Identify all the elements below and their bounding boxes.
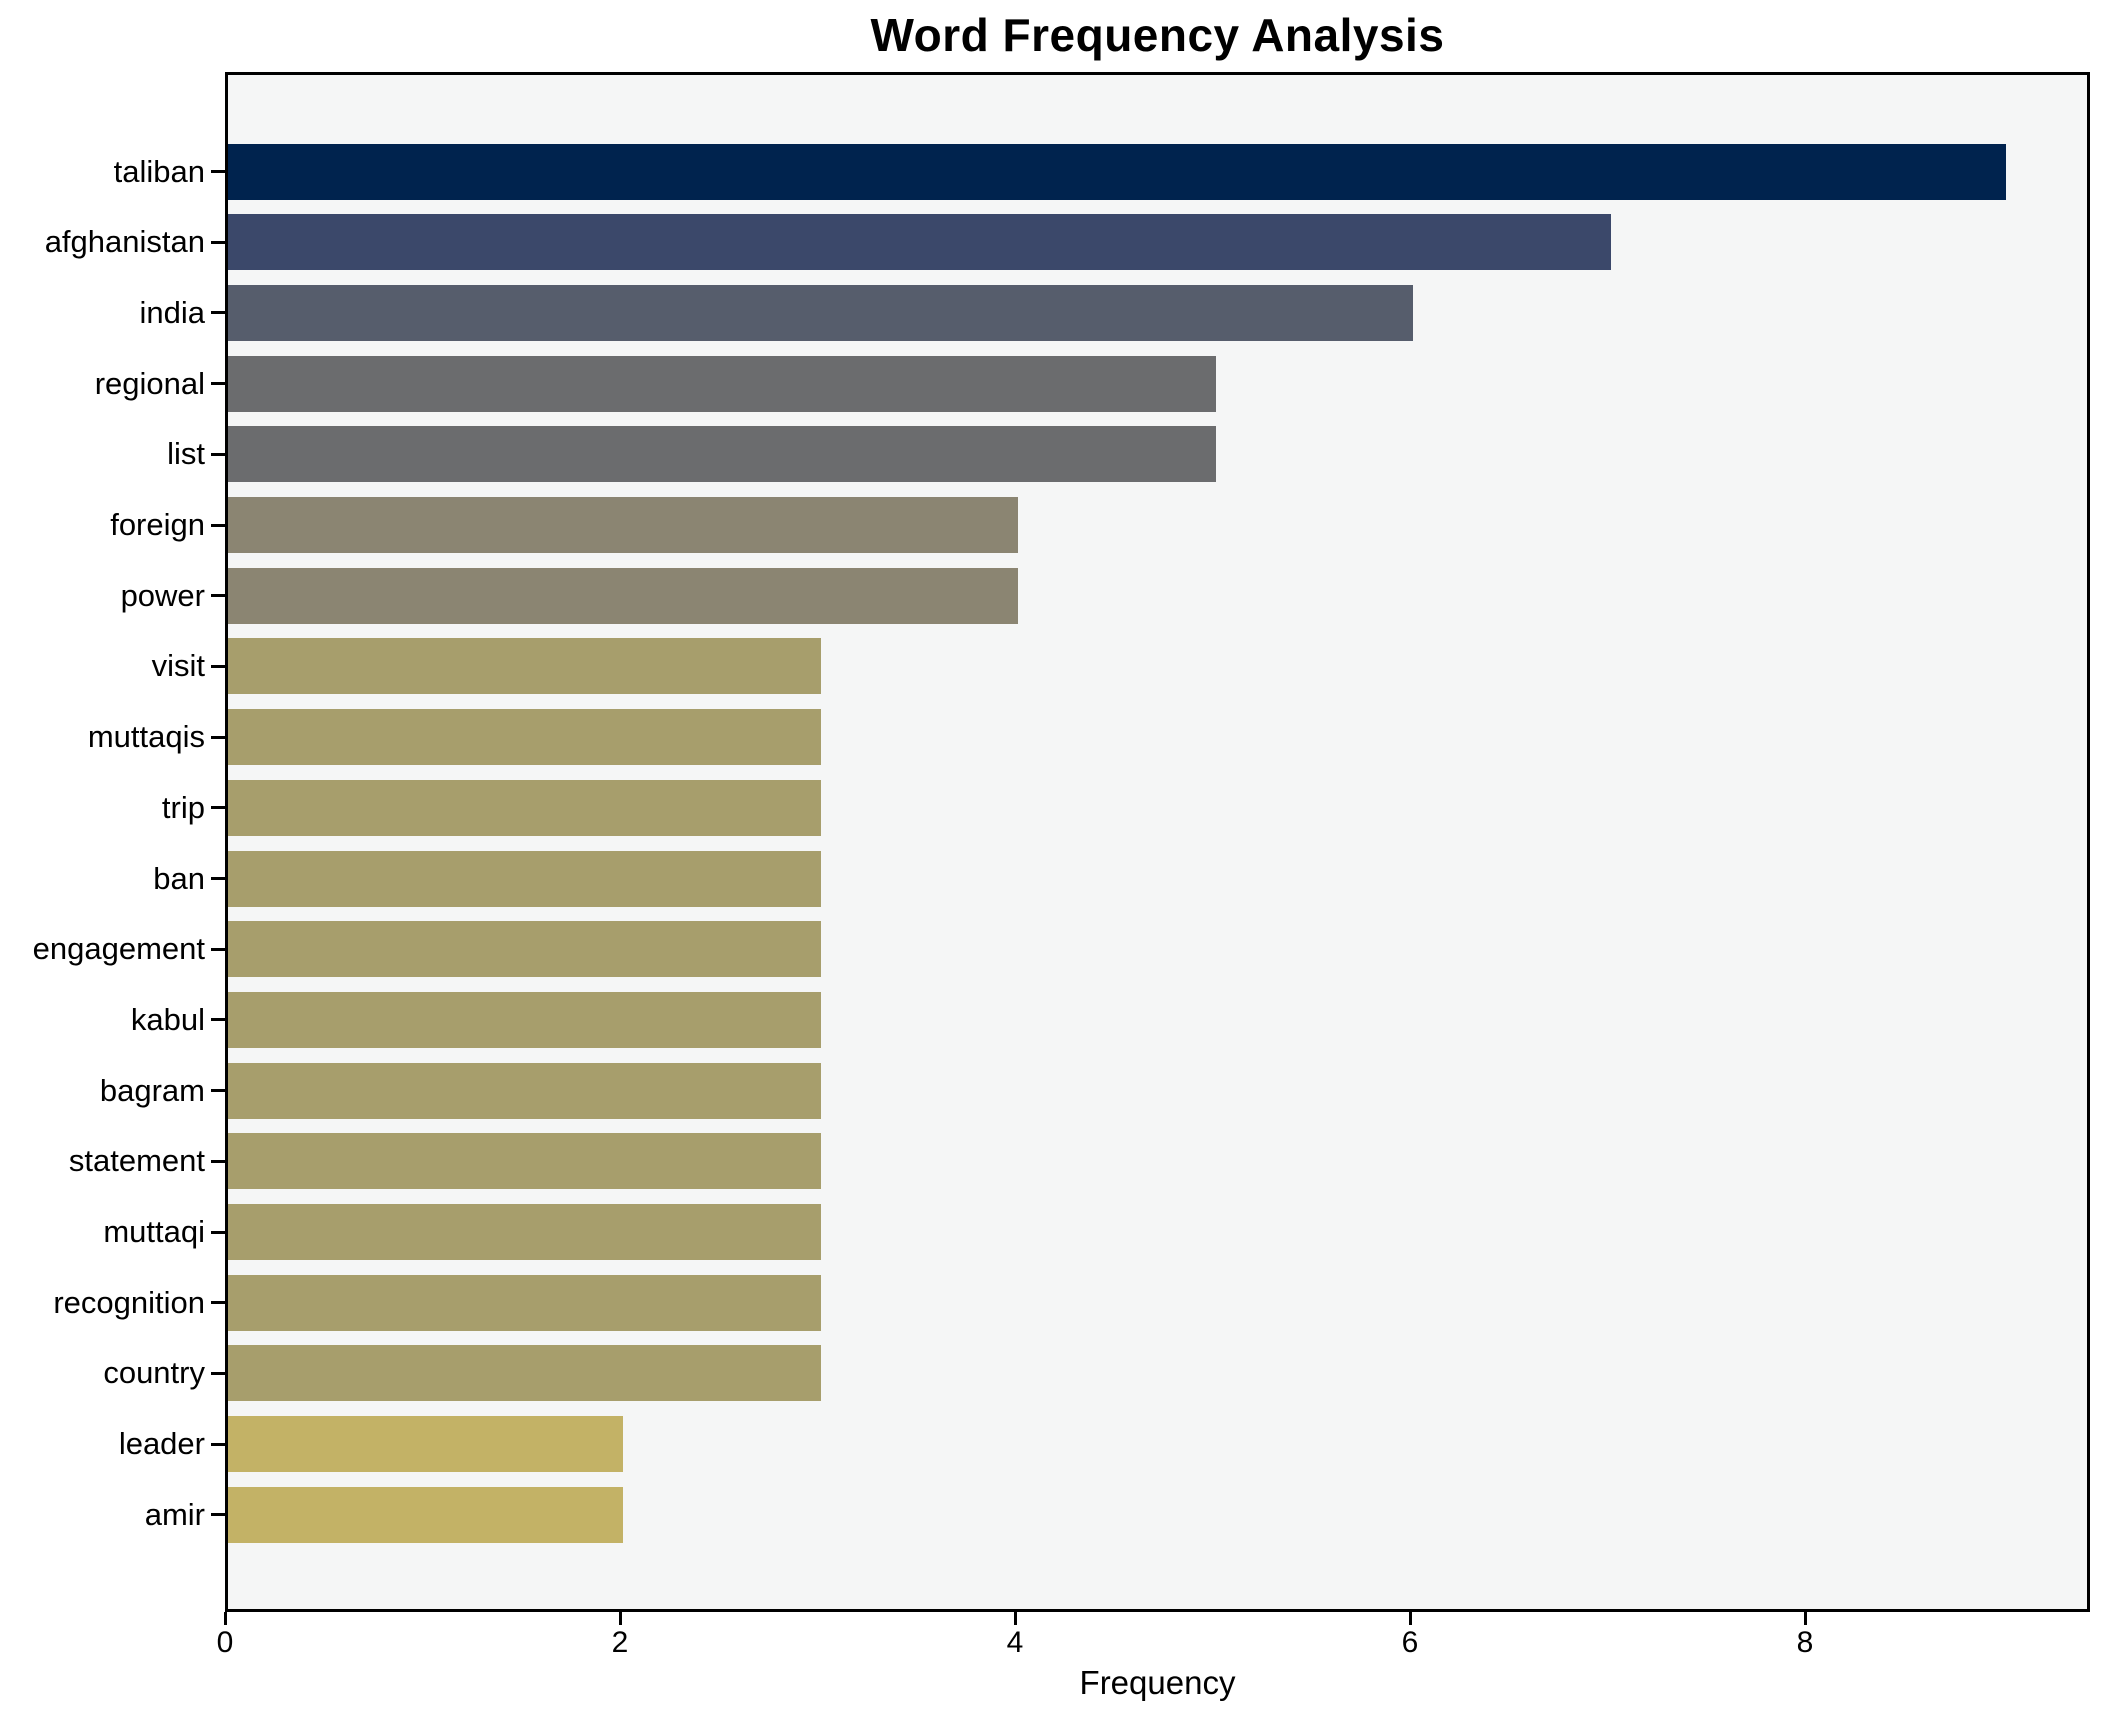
y-tick-mark [211, 1371, 225, 1375]
y-tick-label: leader [118, 1426, 205, 1462]
bar-amir [228, 1486, 623, 1543]
y-tick-label: muttaqi [103, 1214, 205, 1249]
y-tick-mark [211, 1442, 225, 1446]
y-tick-mark [211, 311, 225, 315]
y-tick-label: visit [151, 648, 205, 684]
bar-country [228, 1345, 821, 1402]
bar-muttaqis [228, 709, 821, 766]
y-tick-label: ban [153, 860, 205, 896]
bar-taliban [228, 143, 2006, 200]
bar-muttaqi [228, 1204, 821, 1260]
bar-kabul [228, 991, 821, 1048]
y-tick-mark [211, 452, 225, 456]
y-tick-mark [211, 594, 225, 598]
bar-leader [228, 1416, 623, 1473]
y-tick-mark [211, 806, 225, 810]
x-tick-mark [223, 1612, 227, 1625]
y-tick-label: taliban [113, 153, 205, 189]
bar-statement [228, 1133, 821, 1190]
y-tick-mark [211, 523, 225, 527]
bar-regional [228, 355, 1216, 412]
chart-title: Word Frequency Analysis [870, 9, 1445, 61]
bar-power [228, 567, 1018, 624]
bar-afghanistan [228, 214, 1611, 271]
y-tick-mark [211, 1301, 225, 1305]
y-tick-label: trip [161, 789, 205, 825]
y-tick-label: statement [68, 1143, 205, 1179]
x-axis-title: Frequency [1079, 1664, 1236, 1701]
y-tick-mark [211, 170, 225, 173]
x-tick-label: 6 [1401, 1626, 1419, 1659]
x-tick-mark [1803, 1612, 1807, 1625]
y-tick-label: country [103, 1355, 205, 1391]
y-tick-mark [211, 1089, 225, 1093]
y-tick-label: recognition [53, 1284, 205, 1320]
y-tick-mark [211, 1513, 225, 1517]
y-tick-mark [211, 382, 225, 386]
y-tick-label: bagram [99, 1072, 205, 1108]
bar-bagram [228, 1062, 821, 1119]
x-tick-mark [618, 1612, 622, 1625]
x-tick-label: 0 [216, 1626, 234, 1659]
bar-visit [228, 638, 821, 695]
y-tick-label: list [167, 436, 205, 472]
bar-ban [228, 850, 821, 907]
y-tick-label: regional [94, 365, 205, 401]
bar-recognition [228, 1274, 821, 1331]
y-tick-mark [211, 240, 225, 244]
x-tick-label: 8 [1796, 1626, 1814, 1659]
bar-engagement [228, 921, 821, 978]
y-tick-mark [211, 664, 225, 668]
x-tick-mark [1013, 1612, 1017, 1625]
y-tick-label: foreign [110, 507, 205, 542]
x-tick-label: 2 [611, 1626, 629, 1659]
y-tick-mark [211, 947, 225, 951]
y-tick-label: muttaqis [87, 719, 205, 755]
y-tick-label: kabul [130, 1001, 205, 1037]
x-tick-label: 4 [1006, 1626, 1024, 1659]
x-tick-mark [1408, 1612, 1412, 1625]
y-tick-mark [211, 1230, 225, 1234]
y-tick-label: power [120, 577, 205, 613]
y-tick-label: afghanistan [44, 224, 205, 260]
bar-india [228, 284, 1413, 341]
bar-foreign [228, 497, 1018, 553]
y-tick-mark [211, 1159, 225, 1163]
y-tick-label: india [139, 294, 206, 330]
plot-area [225, 72, 2090, 1612]
y-tick-mark [211, 735, 225, 739]
y-tick-mark [211, 877, 225, 880]
y-tick-mark [211, 1018, 225, 1022]
y-tick-label: amir [144, 1496, 205, 1532]
y-tick-label: engagement [32, 931, 205, 967]
bar-list [228, 426, 1216, 483]
bar-trip [228, 779, 821, 836]
